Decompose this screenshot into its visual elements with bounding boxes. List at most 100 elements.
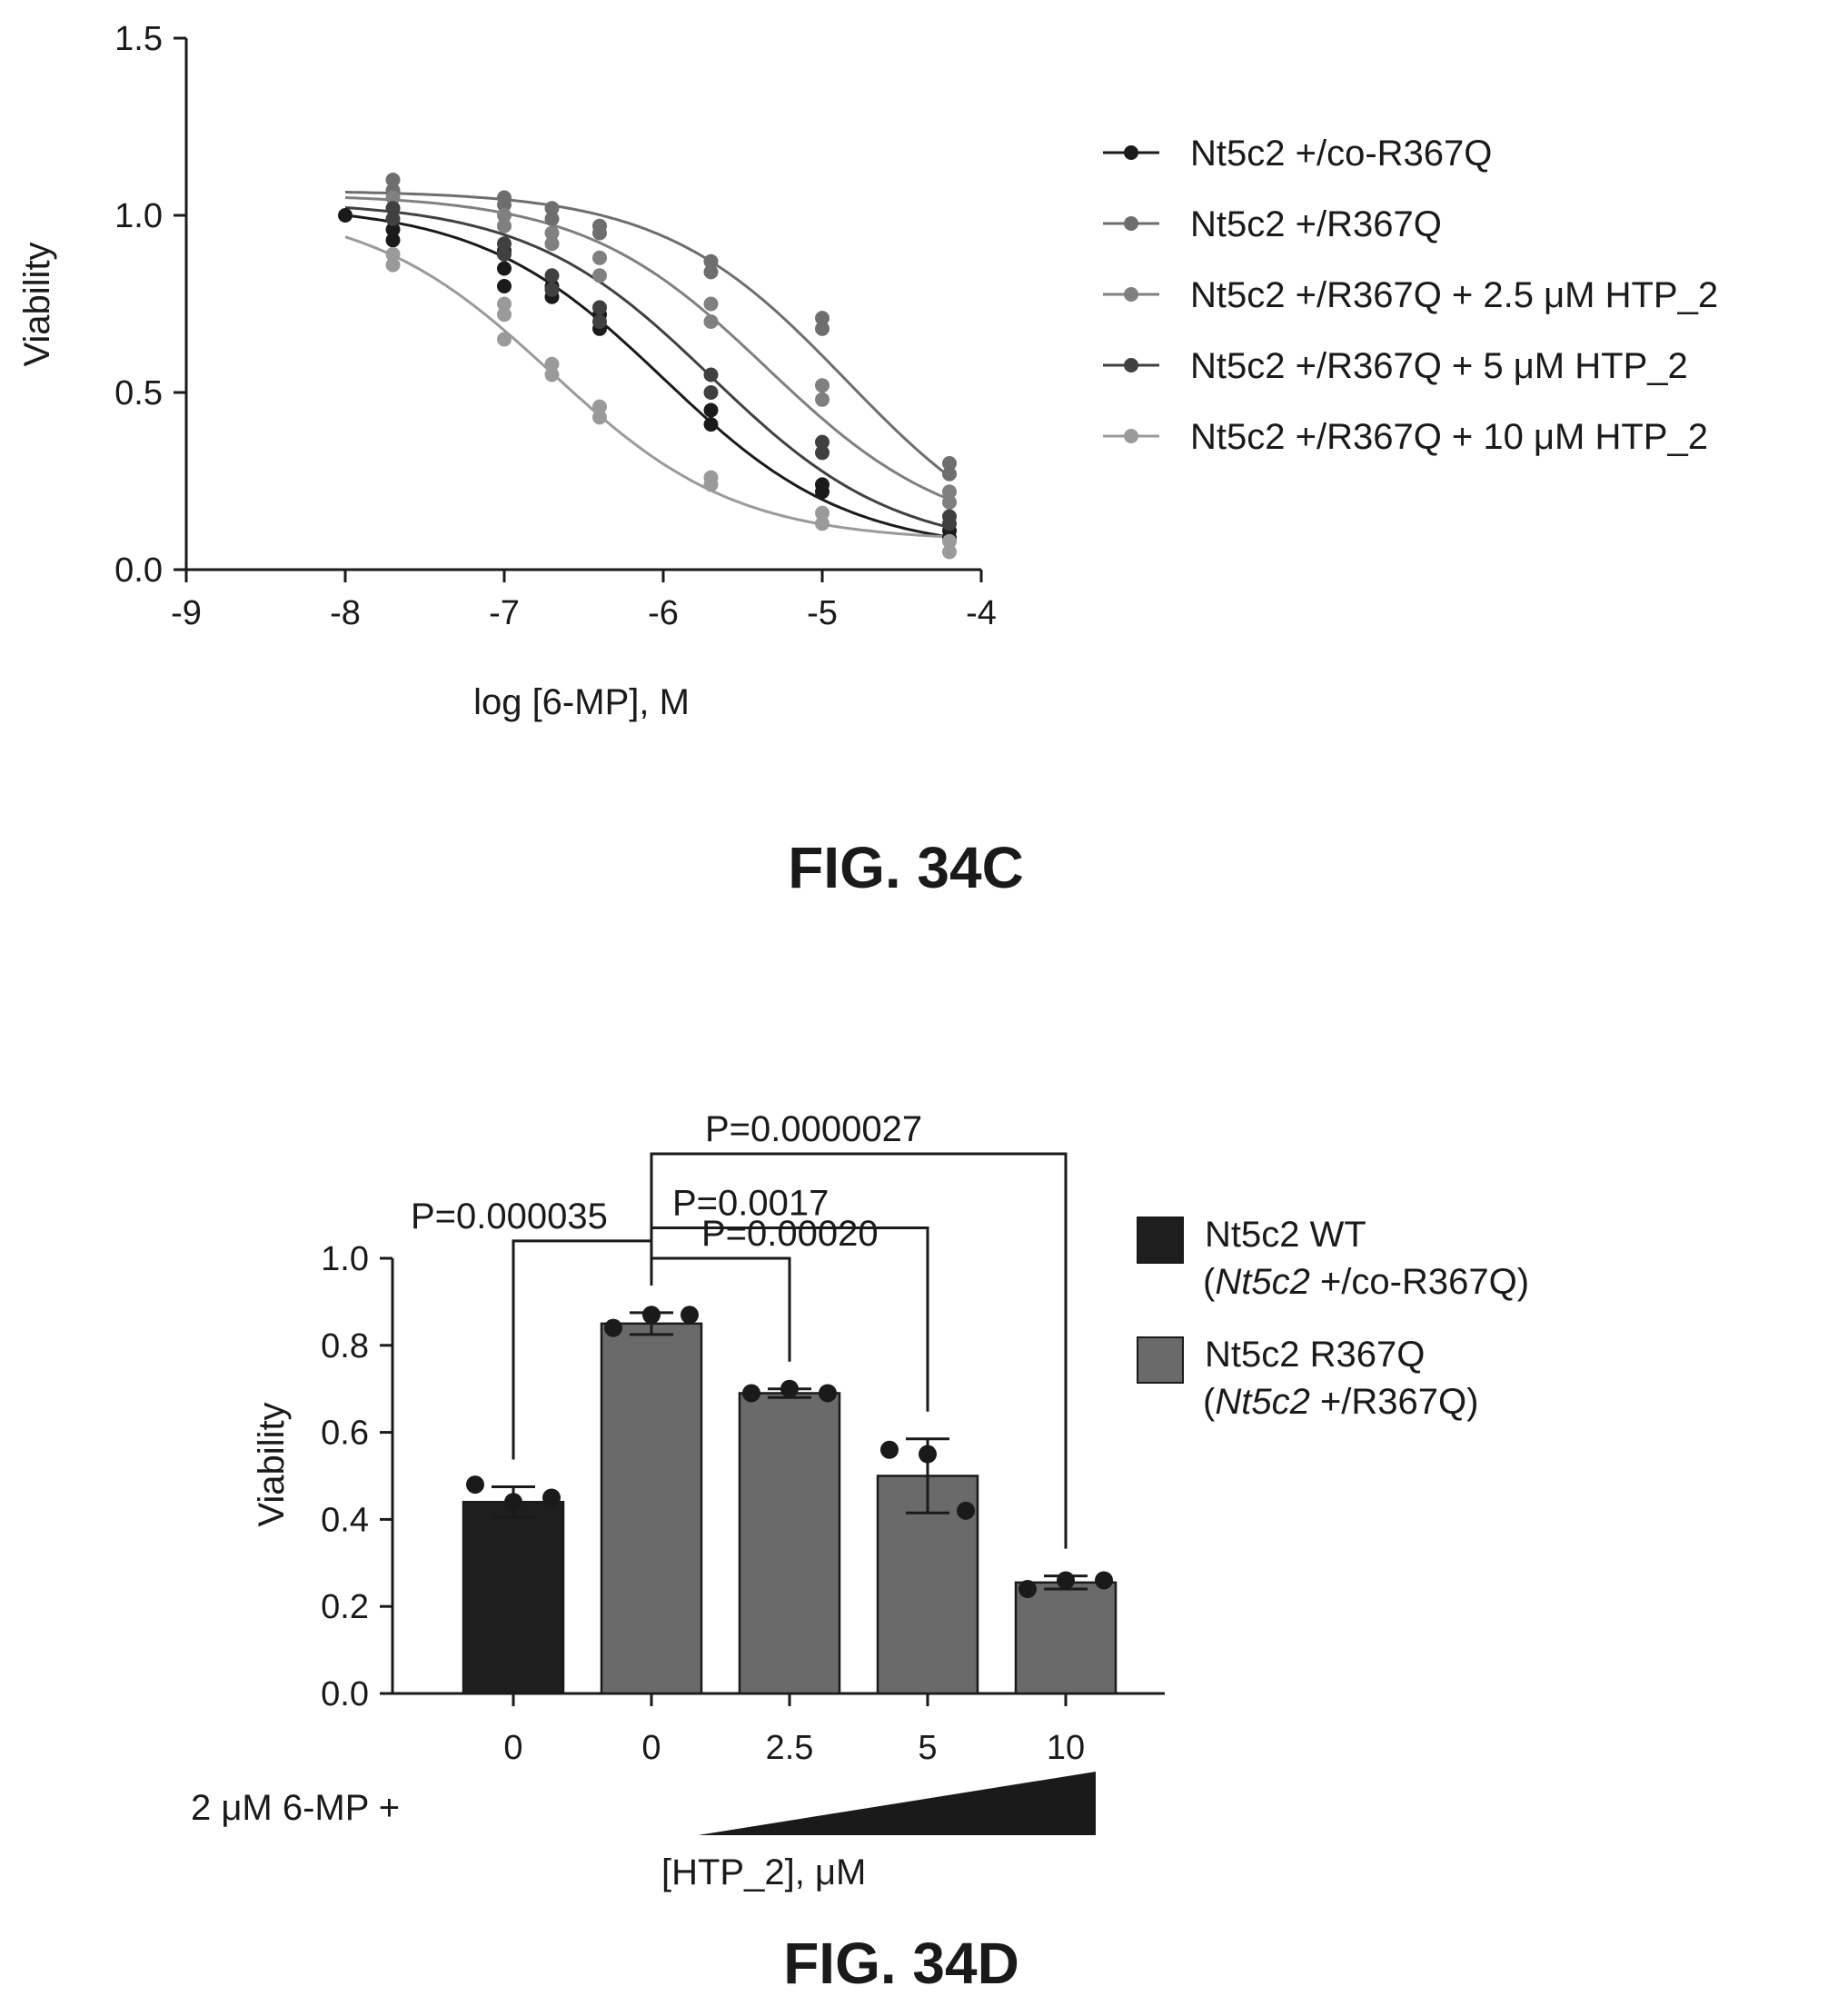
y-tick-label: 1.0 (321, 1240, 369, 1278)
data-point (504, 1493, 522, 1512)
data-point (338, 208, 353, 223)
legend-marker (1124, 145, 1138, 160)
data-point (544, 225, 560, 241)
data-point (880, 1440, 899, 1459)
y-tick-label: 0.8 (321, 1327, 369, 1365)
p-value-label: P=0.00020 (701, 1214, 879, 1254)
legend-label: Nt5c2 +/R367Q + 5 μM HTP_2 (1190, 346, 1688, 386)
data-point (385, 211, 401, 226)
data-point (385, 246, 401, 262)
data-point (642, 1306, 661, 1325)
x-tick-label: -6 (648, 594, 679, 632)
data-point (385, 173, 401, 187)
x-tick-label: 0 (641, 1729, 661, 1767)
legend-sublabel: (Nt5c2 +/co-R367Q) (1203, 1262, 1529, 1302)
bar-chart: 0.00.20.40.60.81.00 0 2.5 5 10 P=0.000035 P=0… (191, 1109, 1529, 1996)
data-point (497, 261, 512, 276)
data-point (942, 516, 957, 531)
x-axis-label: log [6-MP], M (473, 682, 690, 722)
row-label: 2 μM 6-MP + (191, 1788, 400, 1828)
legend-label: Nt5c2 +/R367Q + 10 μM HTP_2 (1190, 417, 1708, 457)
data-point (592, 314, 607, 329)
data-point (592, 399, 607, 414)
x-tick-label: 0 (503, 1729, 522, 1767)
data-point (942, 533, 957, 549)
data-point (497, 218, 512, 233)
data-point (497, 208, 512, 223)
data-point (592, 410, 607, 425)
data-point (604, 1318, 622, 1337)
p-value-label: P=0.000035 (411, 1197, 608, 1236)
data-point (942, 494, 957, 510)
legend-marker (1124, 429, 1138, 443)
data-point (681, 1306, 699, 1325)
fit-curve (344, 196, 950, 502)
data-point (385, 190, 401, 205)
legend-sublabel: (Nt5c2 +/R367Q) (1203, 1382, 1478, 1422)
data-point (592, 300, 607, 315)
p-value-label: P=0.0017 (672, 1183, 829, 1223)
data-point (815, 378, 830, 393)
x-tick-label: -5 (807, 594, 838, 632)
data-point (957, 1501, 975, 1520)
data-point (815, 445, 830, 461)
y-tick-label: 0.0 (114, 551, 163, 590)
data-point (544, 236, 560, 252)
data-point (592, 250, 607, 265)
data-point (1095, 1571, 1113, 1590)
fit-curves (344, 191, 950, 539)
y-axis-label: Viability (17, 242, 57, 366)
data-point (1057, 1571, 1075, 1590)
data-point (385, 201, 401, 216)
bracket (650, 1152, 1068, 1549)
x-tick-label: -9 (171, 594, 202, 632)
y-tick-label: 1.0 (114, 197, 163, 235)
y-tick-label: 0.6 (321, 1415, 369, 1453)
data-point (466, 1475, 484, 1495)
data-point (703, 385, 719, 400)
y-axis-label: Viability (252, 1402, 292, 1526)
data-point (815, 434, 830, 450)
data-point (497, 236, 512, 252)
fit-curve (344, 206, 950, 530)
data-point (497, 197, 512, 213)
dose-response-chart: 0.0 0.5 1.0 1.5 -9 -8 -7 -6 -5 -4 Viability log [… (17, 20, 1718, 900)
data-point (497, 307, 512, 323)
legend-swatch (1137, 1336, 1184, 1384)
data-point (544, 201, 560, 216)
legend-label: Nt5c2 WT (1205, 1215, 1366, 1255)
legend-label: Nt5c2 +/R367Q (1190, 204, 1442, 244)
data-point (942, 456, 957, 471)
p-value-label: P=0.0000027 (705, 1109, 922, 1149)
data-point (497, 279, 512, 293)
data-point (942, 484, 957, 500)
legend-marker (1124, 358, 1138, 372)
data-point (703, 477, 719, 492)
legend-label: Nt5c2 +/co-R367Q (1190, 134, 1492, 174)
data-point (385, 233, 401, 248)
figure-caption: FIG. 34D (783, 1931, 1019, 1996)
y-tick-label: 1.5 (114, 20, 163, 58)
data-point (815, 392, 830, 407)
figure-caption: FIG. 34C (788, 835, 1024, 900)
y-tick-label: 0.2 (321, 1588, 369, 1626)
data-point (703, 253, 719, 269)
data-point (1018, 1580, 1037, 1599)
x-tick-label: 10 (1047, 1729, 1085, 1767)
bars (462, 1306, 1118, 1695)
data-point (742, 1384, 760, 1403)
legend-label: Nt5c2 +/R367Q + 2.5 μM HTP_2 (1190, 275, 1718, 315)
data-point (497, 296, 512, 312)
data-point (942, 544, 957, 560)
data-point (385, 257, 401, 273)
data-point (544, 268, 560, 283)
concentration-wedge (698, 1772, 1096, 1835)
data-point (703, 296, 719, 312)
legend-swatch (1137, 1217, 1184, 1264)
data-point (815, 311, 830, 326)
fit-curve (344, 191, 950, 478)
x-tick-label: 2.5 (766, 1729, 814, 1767)
data-point (919, 1445, 937, 1464)
